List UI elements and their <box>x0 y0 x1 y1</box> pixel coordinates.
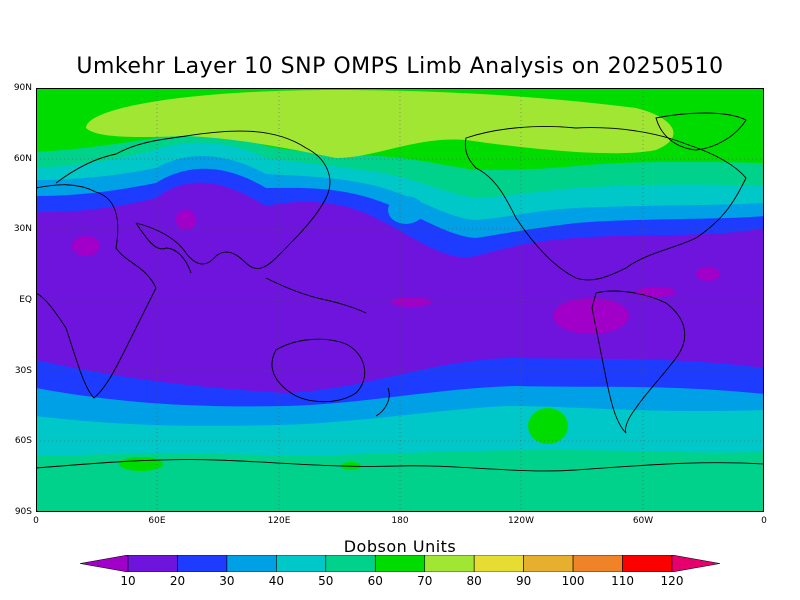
blob-10f <box>636 287 676 297</box>
colorbar-tick-label: 30 <box>219 574 235 588</box>
colorbar-title: Dobson Units <box>343 537 457 556</box>
colorbar-tick-label: 80 <box>466 574 482 588</box>
lat-label-30n: 30N <box>13 224 32 234</box>
colorbar-segment-above <box>671 554 721 573</box>
colorbar-tick-label: 60 <box>367 574 383 588</box>
lat-label-90s: 90S <box>14 507 32 517</box>
blob-10c <box>553 298 629 334</box>
colorbar-segment-below <box>79 554 129 573</box>
colorbar-segment <box>473 554 524 573</box>
lat-label-30s: 30S <box>14 366 32 376</box>
colorbar-segment <box>177 554 228 573</box>
colorbar-tick-label: 10 <box>120 574 136 588</box>
colorbar-segment <box>325 554 376 573</box>
colorbar-tick-label: 20 <box>169 574 186 588</box>
graticule <box>36 88 764 512</box>
colorbar-tick-label: 110 <box>611 574 634 588</box>
colorbar <box>79 554 721 573</box>
lon-label-0-east: 0 <box>761 516 767 526</box>
blob-10d <box>391 297 431 307</box>
blob-north-40a <box>388 196 424 224</box>
colorbar-segment <box>572 554 623 573</box>
ozone-map <box>36 88 764 512</box>
blob-10e <box>696 267 720 281</box>
lat-label-eq: EQ <box>19 295 32 305</box>
colorbar-tick-label: 40 <box>268 574 284 588</box>
lat-label-60s: 60S <box>14 436 32 446</box>
lon-label-0-west: 0 <box>33 516 39 526</box>
lon-label-120w: 120W <box>507 516 535 526</box>
colorbar-segment <box>622 554 673 573</box>
colorbar-segment <box>424 554 475 573</box>
colorbar-segment <box>127 554 178 573</box>
colorbar-segment <box>523 554 574 573</box>
lon-label-60w: 60W <box>632 516 654 526</box>
coastlines <box>36 112 764 472</box>
colorbar-segment <box>374 554 426 573</box>
colorbar-tick-label: 50 <box>318 574 334 588</box>
blob-south-70a <box>528 408 568 444</box>
colorbar-segment <box>276 554 327 573</box>
lon-label-180: 180 <box>391 516 409 526</box>
colorbar-tick-label: 70 <box>417 574 433 588</box>
blob-10a <box>72 236 100 256</box>
map-title: Umkehr Layer 10 SNP OMPS Limb Analysis o… <box>76 54 724 79</box>
colorbar-tick-label: 100 <box>561 574 585 588</box>
blob-south-70b <box>119 457 163 471</box>
blob-north-50a <box>456 204 472 216</box>
lon-label-60e: 60E <box>148 516 166 526</box>
band-north-80 <box>86 90 674 158</box>
lon-label-120e: 120E <box>267 516 291 526</box>
colorbar-tick-label: 90 <box>515 574 532 588</box>
blob-10b <box>176 210 196 230</box>
lat-label-90n: 90N <box>13 83 32 93</box>
colorbar-segment <box>226 554 277 573</box>
lat-label-60n: 60N <box>13 154 32 164</box>
colorbar-tick-label: 120 <box>660 574 684 588</box>
